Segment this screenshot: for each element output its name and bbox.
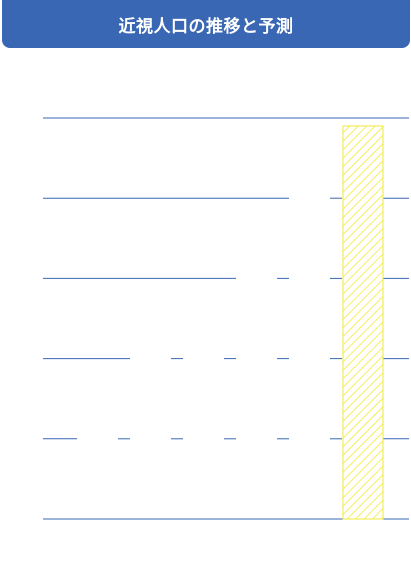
chart-title: 近視人口の推移と予測	[2, 0, 410, 48]
highlight-column	[342, 125, 384, 520]
